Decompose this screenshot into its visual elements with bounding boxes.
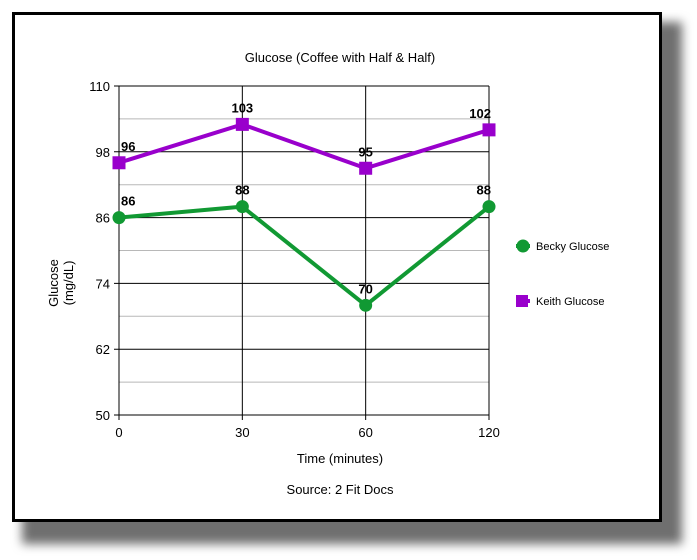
- data-label: 88: [477, 183, 491, 198]
- legend-item: Keith Glucose: [516, 295, 604, 308]
- series-keith-glucose: 96 103 95 102: [112, 100, 496, 175]
- source-note: Source: 2 Fit Docs: [287, 482, 394, 497]
- data-label: 95: [358, 144, 372, 159]
- y-axis-label: Glucose(mg/dL): [46, 259, 76, 307]
- data-point: [359, 298, 373, 312]
- data-label: 70: [358, 281, 372, 296]
- y-tick-label: 74: [96, 276, 110, 291]
- x-axis-label: Time (minutes): [297, 451, 383, 466]
- legend-item: Becky Glucose: [516, 239, 609, 253]
- legend-label: Becky Glucose: [536, 241, 609, 253]
- y-axis-ticks: 50 62 74 86 98 110: [89, 79, 110, 423]
- y-tick-label: 86: [96, 211, 110, 226]
- data-label: 88: [235, 183, 249, 198]
- y-tick-label: 98: [96, 145, 110, 160]
- data-label: 103: [231, 100, 253, 115]
- y-axis-label-line: Glucose: [46, 259, 61, 307]
- chart-frame: [12, 12, 662, 522]
- data-point: [482, 123, 496, 137]
- y-axis-label-line: (mg/dL): [61, 261, 76, 306]
- x-axis-ticks: 0 30 60 120: [115, 425, 499, 440]
- data-point: [112, 156, 126, 170]
- data-label: 96: [121, 139, 135, 154]
- y-tick-label: 110: [89, 79, 110, 94]
- y-tick-label: 50: [96, 408, 110, 423]
- x-tick-label: 60: [358, 425, 372, 440]
- data-point: [482, 200, 496, 214]
- legend-marker: [516, 239, 530, 253]
- x-tick-label: 120: [478, 425, 500, 440]
- data-point: [112, 211, 126, 225]
- data-label: 86: [121, 194, 135, 209]
- series-line: [118, 122, 490, 171]
- grid: [114, 85, 490, 420]
- data-point: [359, 161, 373, 175]
- chart-title: Glucose (Coffee with Half & Half): [245, 50, 436, 65]
- x-tick-label: 30: [235, 425, 249, 440]
- series-becky-glucose: 86 88 70 88: [112, 183, 496, 312]
- series-layer: 86 88 70 88 96 103 95 102: [112, 100, 496, 312]
- y-tick-label: 62: [96, 342, 110, 357]
- x-tick-label: 0: [115, 425, 122, 440]
- data-point: [235, 200, 249, 214]
- legend-label: Keith Glucose: [536, 296, 604, 308]
- series-line: [118, 204, 491, 308]
- data-label: 102: [469, 106, 491, 121]
- legend-marker: [516, 295, 528, 307]
- legend: Becky Glucose Keith Glucose: [516, 239, 609, 308]
- data-point: [235, 117, 249, 131]
